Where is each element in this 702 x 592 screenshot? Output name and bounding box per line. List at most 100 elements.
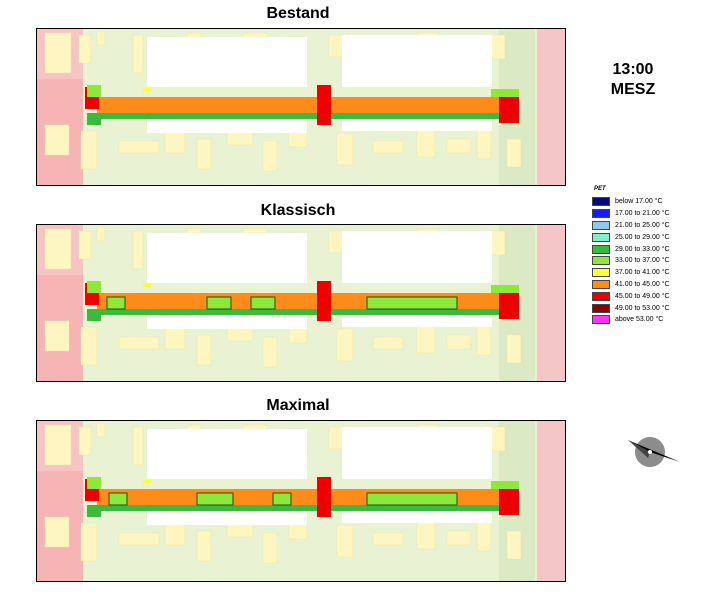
legend-swatch — [592, 232, 610, 242]
hot-zone — [537, 29, 565, 185]
legend-label: 17.00 to 21.00 °C — [615, 210, 670, 218]
legend-label: 37.00 to 41.00 °C — [615, 269, 670, 277]
legend-label: 25.00 to 29.00 °C — [615, 233, 670, 241]
legend-label: 33.00 to 37.00 °C — [615, 257, 670, 265]
legend-label: 21.00 to 25.00 °C — [615, 221, 670, 229]
building — [446, 334, 472, 350]
legend-item: 49.00 to 53.00 °C — [592, 302, 698, 314]
building — [416, 520, 436, 550]
legend-swatch — [592, 244, 610, 254]
building — [78, 34, 92, 64]
legend-item: 21.00 to 25.00 °C — [592, 220, 698, 232]
tree-canopy — [87, 281, 101, 293]
map-svg — [37, 225, 565, 381]
crossing-hot — [317, 85, 331, 125]
building — [372, 140, 404, 154]
tree-canopy — [491, 481, 519, 489]
building — [416, 128, 436, 158]
hot-zone — [537, 421, 565, 581]
building — [342, 313, 492, 327]
building — [44, 124, 70, 156]
building — [342, 509, 492, 523]
legend-swatch — [592, 197, 610, 207]
building — [147, 119, 307, 133]
building — [446, 138, 472, 154]
time-zone: MESZ — [610, 81, 656, 98]
tree-canopy — [87, 85, 101, 97]
building — [80, 326, 98, 366]
building — [80, 130, 98, 170]
building — [342, 117, 492, 131]
building — [262, 140, 278, 172]
building — [78, 426, 92, 456]
legend-item: 33.00 to 37.00 °C — [592, 255, 698, 267]
building — [44, 228, 72, 270]
street-tree — [366, 492, 458, 506]
building — [96, 422, 106, 438]
building — [80, 522, 98, 562]
pet-legend: PET below 17.00 °C 17.00 to 21.00 °C 21.00… — [592, 186, 698, 326]
legend-label: 45.00 to 49.00 °C — [615, 292, 670, 300]
map-bestand — [36, 28, 566, 186]
marker — [143, 87, 151, 91]
building — [336, 132, 354, 166]
building — [416, 324, 436, 354]
building — [262, 532, 278, 564]
legend-item: 37.00 to 41.00 °C — [592, 267, 698, 279]
building — [476, 520, 492, 552]
shaded-strip — [97, 309, 507, 315]
legend-label: 41.00 to 45.00 °C — [615, 280, 670, 288]
building — [132, 230, 144, 270]
time-hour: 13:00 — [612, 61, 654, 78]
building — [476, 128, 492, 160]
building — [226, 130, 254, 146]
legend-label: below 17.00 °C — [615, 198, 663, 206]
building — [226, 326, 254, 342]
building — [342, 427, 492, 479]
map-svg — [37, 421, 565, 581]
building — [342, 35, 492, 87]
building — [118, 336, 160, 350]
legend-swatch — [592, 303, 610, 313]
shaded-strip — [97, 505, 507, 511]
street-area — [417, 97, 507, 113]
tree-canopy — [491, 285, 519, 293]
legend-swatch — [592, 268, 610, 278]
building — [118, 532, 160, 546]
building — [44, 320, 70, 352]
building — [132, 426, 144, 466]
building — [506, 530, 522, 560]
legend-label: above 53.00 °C — [615, 316, 664, 324]
building — [372, 336, 404, 350]
building — [147, 315, 307, 329]
tree-canopy — [87, 505, 101, 517]
building — [196, 334, 212, 366]
map-svg — [37, 29, 565, 185]
legend-label: 49.00 to 53.00 °C — [615, 304, 670, 312]
crossing-hot — [317, 281, 331, 321]
building — [336, 524, 354, 558]
legend-swatch — [592, 220, 610, 230]
street-tree — [250, 296, 276, 310]
building — [226, 522, 254, 538]
legend-swatch — [592, 315, 610, 325]
marker — [143, 283, 151, 287]
tree-canopy — [491, 89, 519, 97]
street-tree — [106, 296, 126, 310]
legend-swatch — [592, 279, 610, 289]
building — [44, 424, 72, 466]
panel-title-bestand: Bestand — [266, 5, 330, 22]
crossing-hot — [499, 483, 519, 515]
street-tree — [206, 296, 232, 310]
building — [342, 231, 492, 283]
street-tree — [366, 296, 458, 310]
legend-swatch — [592, 291, 610, 301]
street-tree — [272, 492, 292, 506]
legend-item: above 53.00 °C — [592, 314, 698, 326]
building — [44, 32, 72, 74]
building — [336, 328, 354, 362]
time-label: 13:00 MESZ — [598, 60, 668, 100]
panel-title-maximal: Maximal — [266, 397, 330, 414]
street-tree — [108, 492, 128, 506]
building — [147, 37, 307, 87]
